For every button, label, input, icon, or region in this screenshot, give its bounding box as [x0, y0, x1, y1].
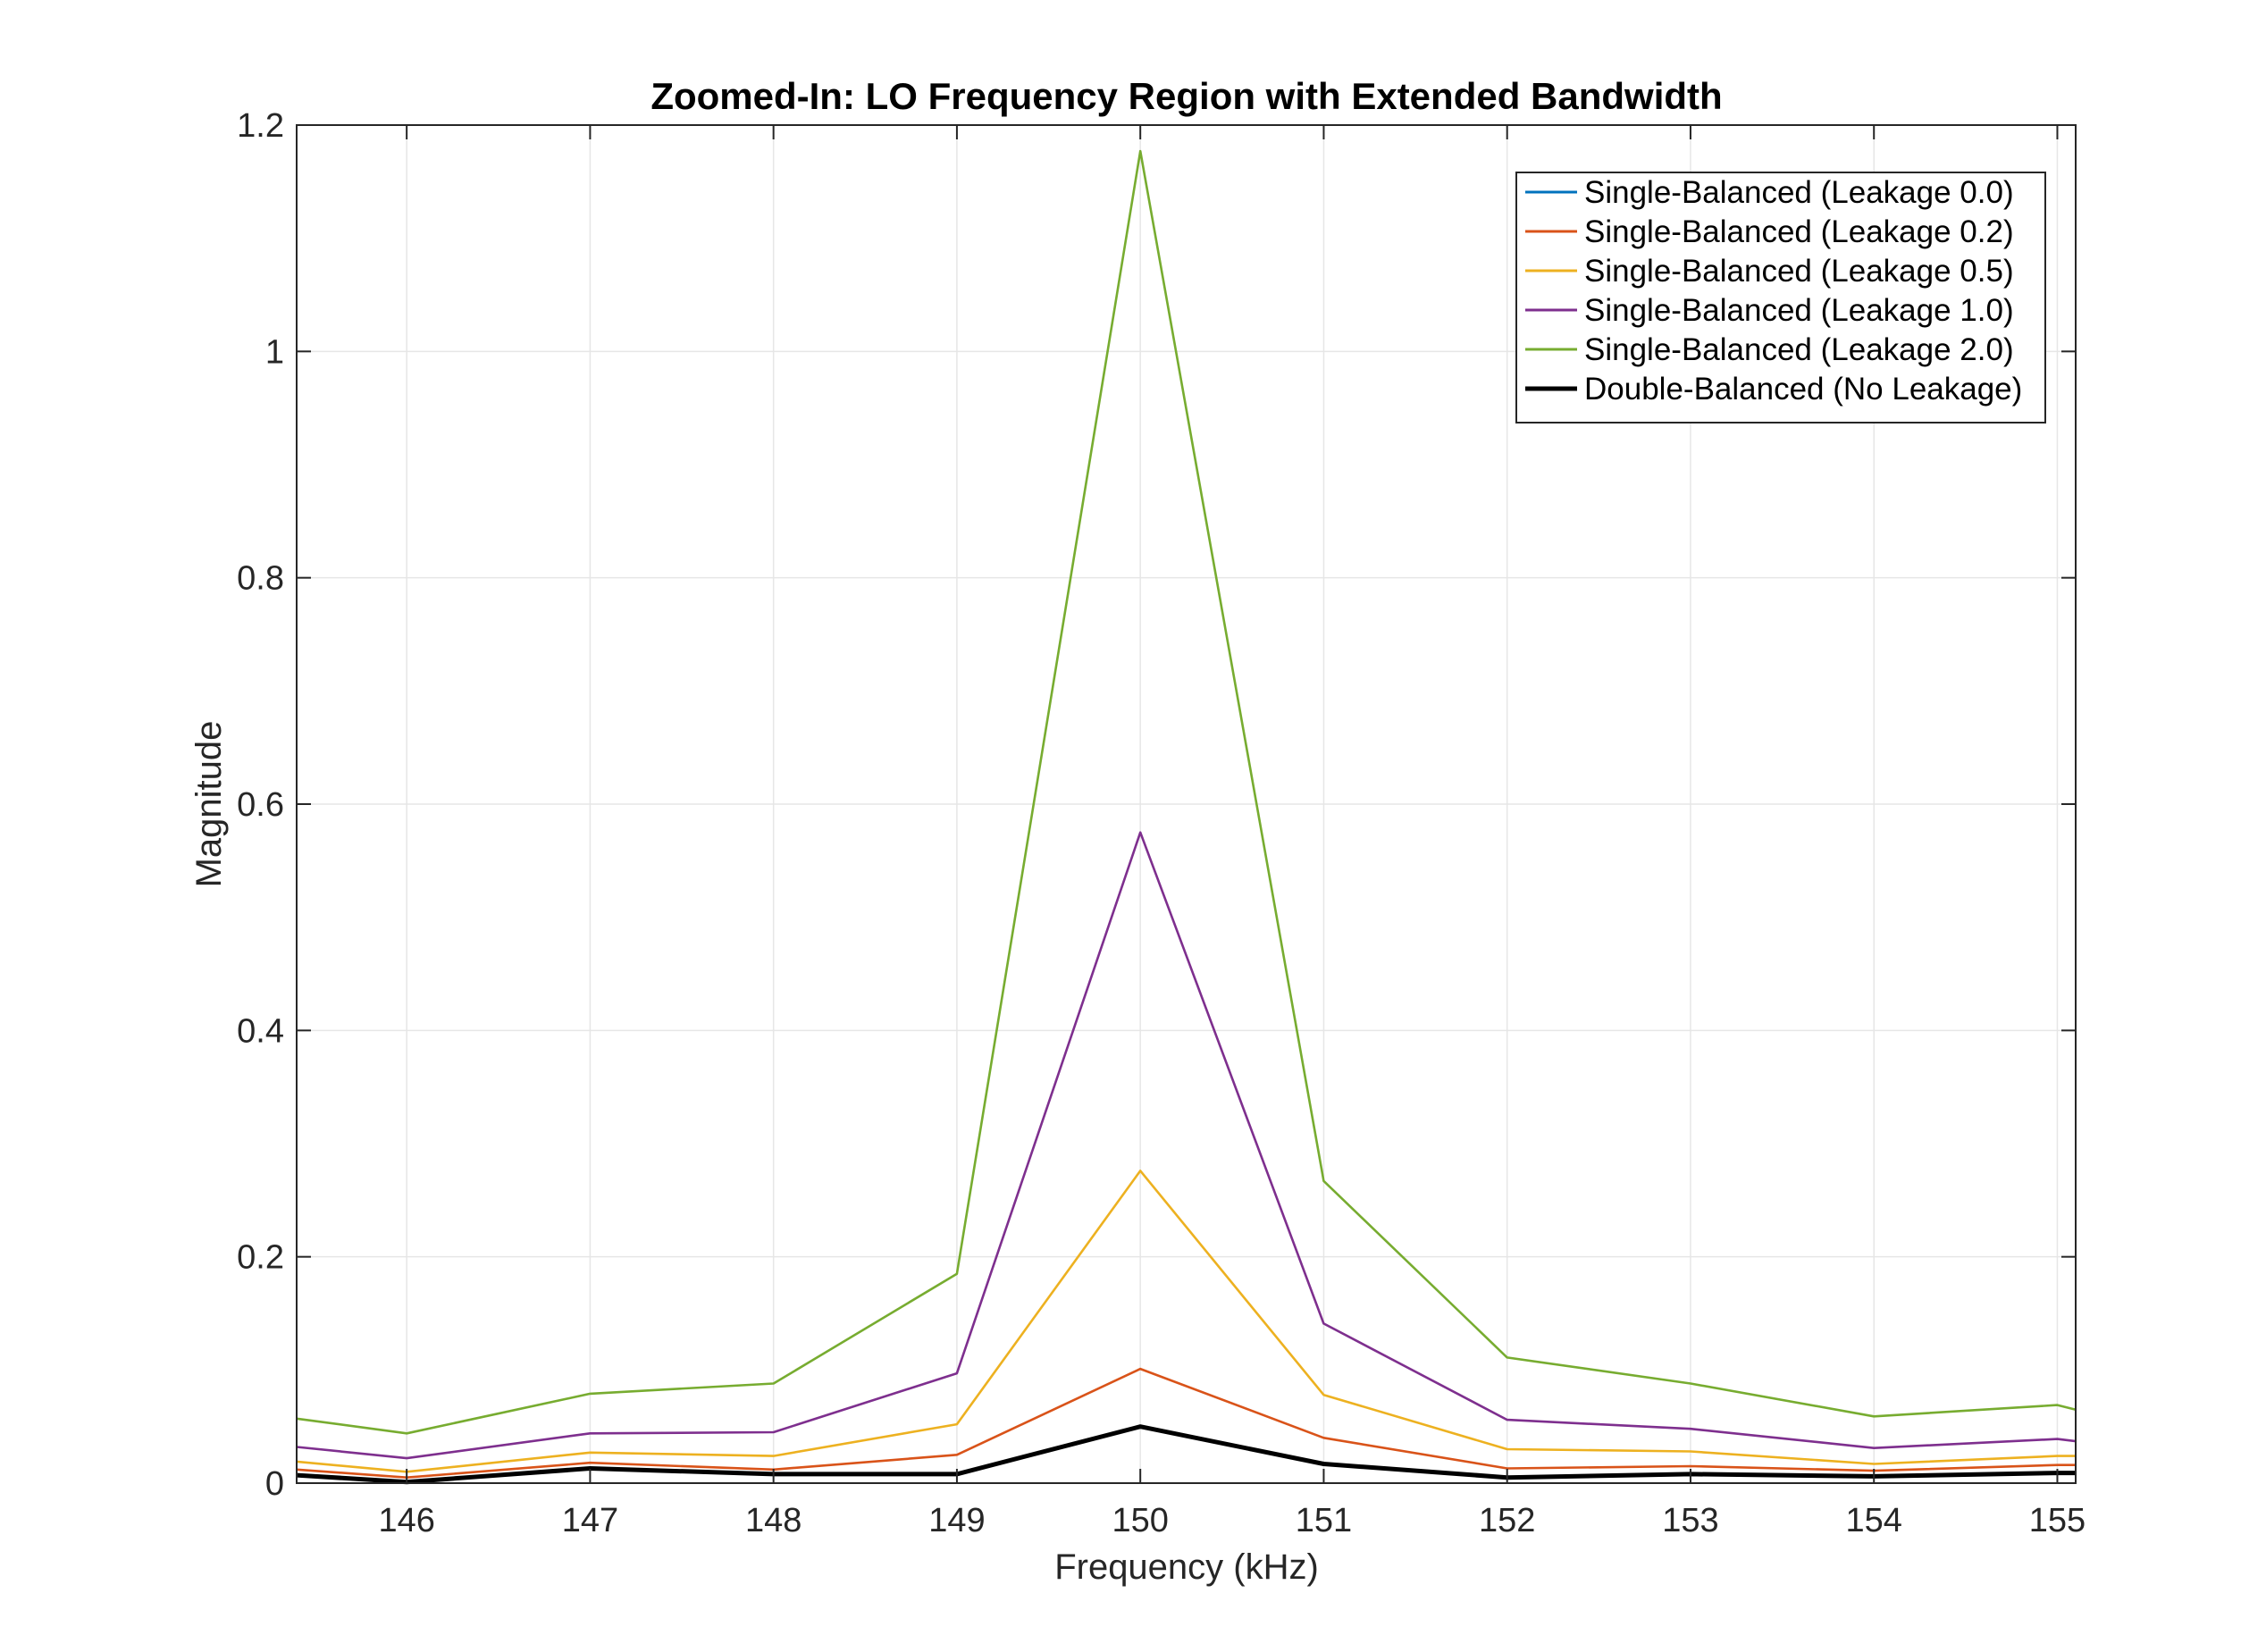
axis-ticks: 146 147 148 149 150 151 152 153 154 155 0 0.2 0.4 0.6… — [237, 107, 2086, 1539]
x-tick-label: 154 — [1846, 1502, 1902, 1539]
legend-label-5: Double-Balanced (No Leakage) — [1584, 372, 2022, 407]
x-tick-label: 146 — [378, 1502, 434, 1539]
x-tick-label: 150 — [1112, 1502, 1168, 1539]
x-tick-label: 147 — [562, 1502, 618, 1539]
series-line-3 — [296, 831, 2077, 1460]
legend: Single-Balanced (Leakage 0.0) Single-Bala… — [1515, 172, 2046, 423]
series-line-2 — [296, 1170, 2076, 1473]
y-tick-label: 1 — [265, 333, 284, 371]
y-tick-label: 0 — [265, 1465, 284, 1503]
y-tick-label: 0.2 — [237, 1239, 284, 1277]
legend-label-1: Single-Balanced (Leakage 0.2) — [1584, 214, 2014, 249]
x-tick-label: 155 — [2029, 1502, 2086, 1539]
legend-label-4: Single-Balanced (Leakage 2.0) — [1584, 332, 2014, 367]
x-axis-label: Frequency (kHz) — [1054, 1547, 1319, 1587]
legend-label-0: Single-Balanced (Leakage 0.0) — [1584, 175, 2014, 210]
y-axis-label: Magnitude — [189, 721, 229, 888]
series-line-1 — [296, 1367, 2076, 1479]
data-series — [296, 149, 2077, 1485]
legend-box — [1515, 172, 2046, 423]
y-tick-label: 0.4 — [237, 1012, 284, 1050]
series-line-4 — [296, 149, 2077, 1435]
legend-label-3: Single-Balanced (Leakage 1.0) — [1584, 293, 2014, 328]
y-tick-label: 1.2 — [237, 107, 284, 145]
x-tick-label: 148 — [745, 1502, 801, 1539]
x-tick-label: 149 — [928, 1502, 985, 1539]
x-tick-label: 152 — [1479, 1502, 1535, 1539]
legend-label-2: Single-Balanced (Leakage 0.5) — [1584, 254, 2014, 289]
x-tick-label: 151 — [1296, 1502, 1352, 1539]
x-tick-label: 153 — [1662, 1502, 1718, 1539]
y-tick-label: 0.8 — [237, 560, 284, 598]
chart-title: Zoomed-In: LO Frequency Region with Exte… — [650, 75, 1722, 117]
series-line-5 — [296, 1424, 2076, 1485]
y-tick-label: 0.6 — [237, 786, 284, 824]
